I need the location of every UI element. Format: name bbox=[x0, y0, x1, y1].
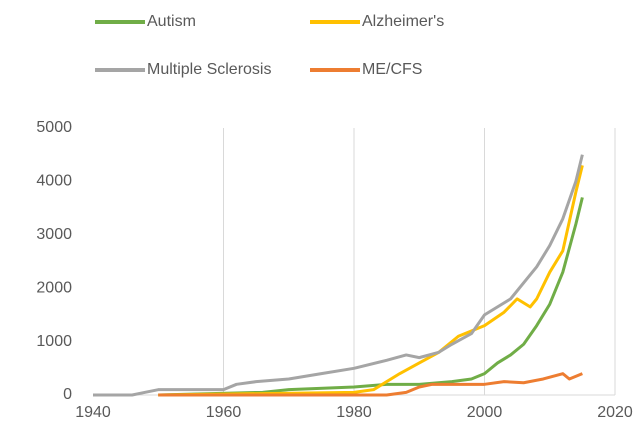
y-tick-label: 1000 bbox=[36, 333, 72, 350]
y-tick-label: 5000 bbox=[36, 119, 72, 136]
y-tick-label: 3000 bbox=[36, 226, 72, 243]
x-tick-label: 1940 bbox=[75, 404, 111, 421]
legend-label: Multiple Sclerosis bbox=[147, 61, 271, 78]
y-tick-label: 4000 bbox=[36, 173, 72, 190]
series-line bbox=[93, 154, 584, 397]
legend-label: ME/CFS bbox=[362, 61, 422, 78]
legend-label: Alzheimer's bbox=[362, 13, 444, 30]
series-line bbox=[158, 165, 584, 397]
x-tick-label: 2020 bbox=[597, 404, 633, 421]
x-tick-label: 1960 bbox=[206, 404, 242, 421]
series-line bbox=[158, 372, 583, 397]
series-line bbox=[158, 197, 584, 397]
x-tick-label: 1980 bbox=[336, 404, 372, 421]
y-tick-label: 2000 bbox=[36, 279, 72, 296]
legend-label: Autism bbox=[147, 13, 196, 30]
y-tick-label: 0 bbox=[63, 386, 72, 403]
x-tick-label: 2000 bbox=[467, 404, 503, 421]
